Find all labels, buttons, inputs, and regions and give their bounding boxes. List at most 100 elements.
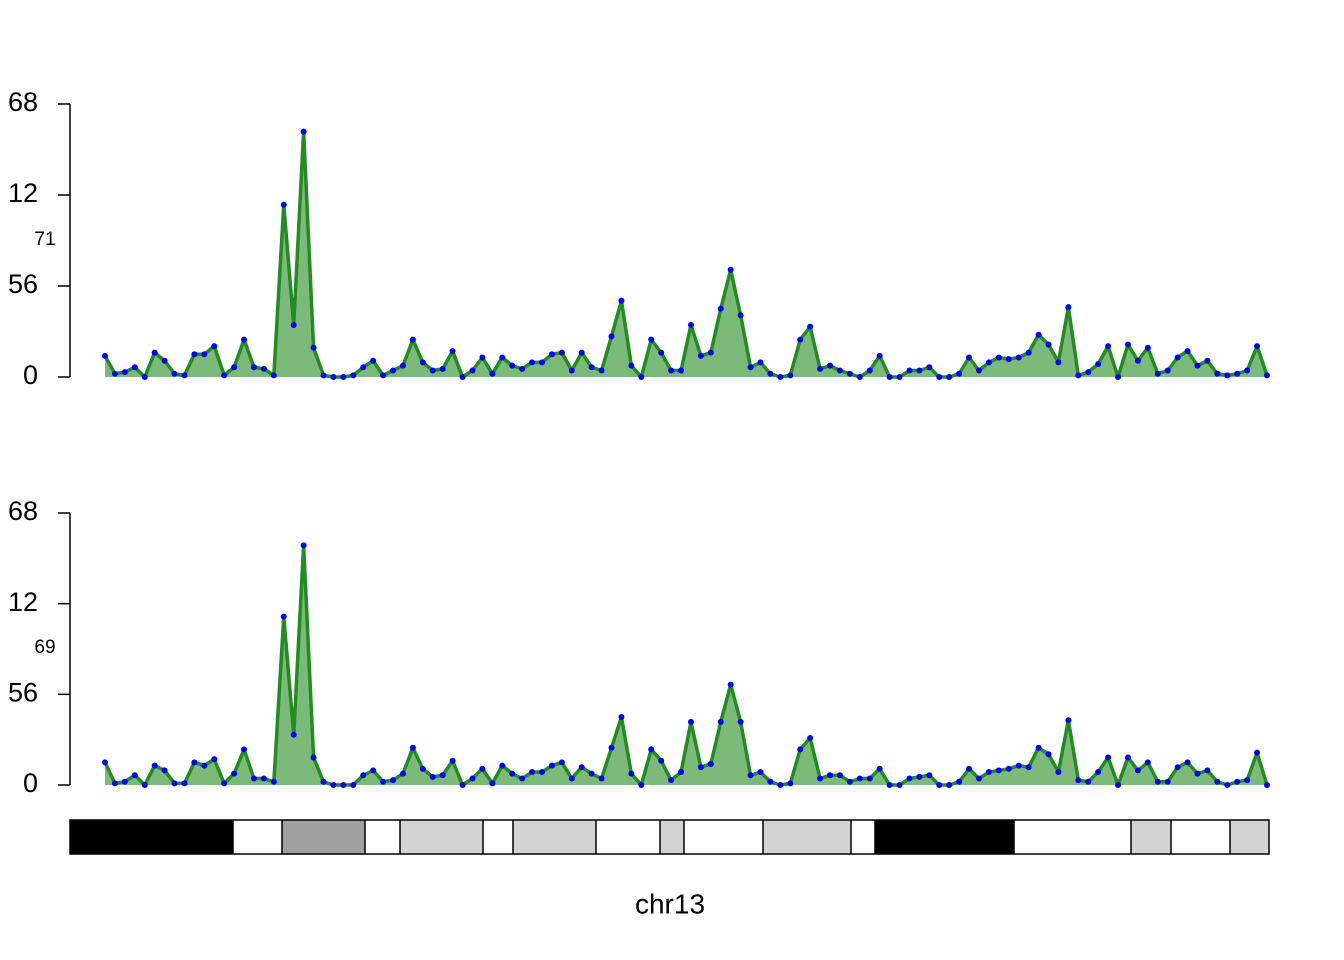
- data-point: [807, 735, 814, 742]
- data-point: [429, 367, 436, 374]
- data-point: [529, 359, 536, 366]
- data-point: [697, 352, 704, 359]
- data-point: [827, 772, 834, 779]
- data-point: [936, 374, 943, 380]
- data-point: [270, 778, 277, 785]
- data-point: [727, 681, 734, 688]
- data-point: [608, 744, 615, 751]
- data-point: [529, 769, 536, 776]
- data-point: [588, 364, 595, 371]
- data-point: [975, 775, 982, 782]
- data-point: [1115, 782, 1122, 788]
- data-point: [1025, 764, 1032, 771]
- data-point: [598, 367, 605, 374]
- data-point: [707, 349, 714, 356]
- data-point: [141, 782, 148, 788]
- coverage-line: [103, 543, 1269, 787]
- panel-label: 71: [34, 229, 55, 250]
- data-point: [1194, 770, 1201, 777]
- data-point: [141, 374, 148, 380]
- data-point: [360, 772, 367, 779]
- data-point: [817, 365, 824, 372]
- data-point: [538, 769, 545, 776]
- data-point: [1075, 372, 1082, 379]
- data-point: [409, 744, 416, 751]
- data-point: [777, 782, 784, 788]
- data-point: [906, 367, 913, 374]
- data-point: [419, 359, 426, 366]
- data-point: [956, 778, 963, 785]
- data-point: [1204, 357, 1211, 364]
- data-point: [370, 767, 377, 774]
- data-point: [1154, 778, 1161, 785]
- data-point: [449, 757, 456, 764]
- data-point: [390, 777, 397, 784]
- data-point: [985, 359, 992, 366]
- data-point: [1254, 749, 1261, 756]
- data-point: [290, 322, 297, 328]
- data-point: [1055, 359, 1062, 366]
- data-point: [429, 773, 436, 780]
- data-point: [191, 351, 198, 358]
- data-point: [737, 718, 744, 725]
- data-point: [836, 772, 843, 779]
- data-point: [499, 354, 506, 361]
- ideogram: [69, 819, 1270, 855]
- data-point: [111, 370, 118, 377]
- data-point: [102, 759, 108, 766]
- data-point: [757, 769, 764, 776]
- data-point: [856, 775, 863, 782]
- data-point: [797, 746, 804, 753]
- data-point: [876, 352, 883, 359]
- data-point: [1214, 370, 1221, 377]
- data-point: [658, 757, 665, 764]
- data-point: [916, 367, 923, 374]
- data-point: [280, 201, 287, 208]
- data-point: [658, 349, 665, 356]
- data-point: [320, 778, 327, 785]
- data-point: [280, 613, 287, 620]
- data-point: [439, 365, 446, 372]
- data-point: [866, 775, 873, 782]
- data-point: [1085, 369, 1092, 376]
- data-point: [469, 775, 476, 782]
- data-point: [946, 374, 953, 380]
- data-point: [578, 764, 585, 771]
- data-point: [181, 780, 188, 787]
- data-point: [479, 765, 486, 772]
- data-point: [767, 370, 774, 377]
- data-point: [270, 372, 277, 379]
- data-point: [1115, 374, 1122, 380]
- data-point: [1144, 759, 1151, 766]
- y-tick-label: 0: [23, 768, 38, 798]
- data-point: [390, 367, 397, 374]
- data-point: [1194, 362, 1201, 369]
- data-point: [975, 367, 982, 374]
- data-point: [419, 765, 426, 772]
- data-point: [1035, 331, 1042, 338]
- data-point: [211, 756, 218, 763]
- data-point: [1055, 769, 1062, 776]
- band: [400, 820, 483, 854]
- data-point: [111, 780, 118, 787]
- band: [1131, 820, 1171, 854]
- panel-label: 69: [34, 637, 55, 658]
- data-point: [598, 775, 605, 782]
- data-point: [568, 367, 575, 374]
- coverage-line: [103, 129, 1269, 379]
- data-point: [171, 780, 178, 787]
- band: [1171, 820, 1230, 854]
- data-point: [1254, 343, 1261, 350]
- data-point: [1264, 372, 1270, 379]
- data-point: [221, 372, 228, 379]
- data-point: [1214, 778, 1221, 785]
- data-point: [827, 362, 834, 369]
- y-tick-label: 56: [8, 269, 38, 299]
- data-point: [231, 770, 238, 777]
- data-point: [1224, 372, 1231, 379]
- data-point: [717, 305, 724, 312]
- data-point: [618, 714, 625, 720]
- data-point: [737, 312, 744, 319]
- data-point: [1065, 304, 1072, 311]
- data-point: [648, 336, 655, 343]
